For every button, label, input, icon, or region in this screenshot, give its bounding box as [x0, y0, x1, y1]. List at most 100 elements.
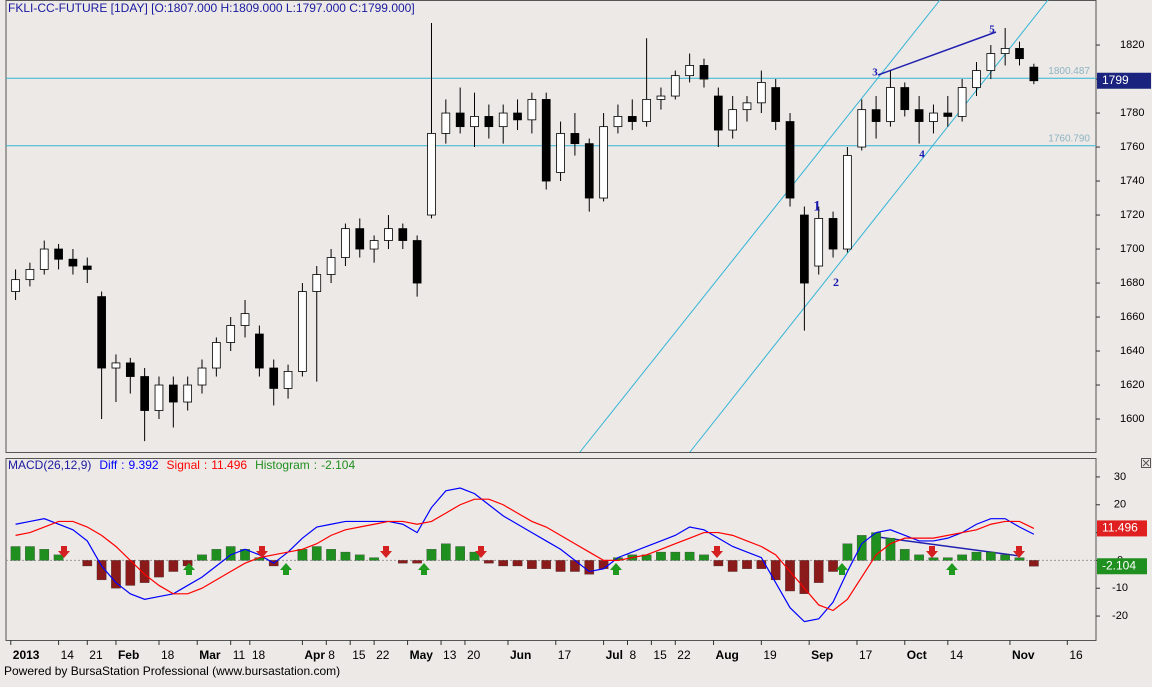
candle-body: [914, 109, 924, 122]
x-tick-label: Nov: [1012, 648, 1035, 662]
histogram-bar: [986, 551, 996, 561]
candle-body: [369, 240, 379, 250]
candle-body: [125, 362, 135, 377]
candle-body: [412, 240, 422, 284]
candle-body: [269, 367, 279, 389]
histogram-bar: [25, 546, 35, 561]
histogram-bar: [154, 560, 164, 578]
close-box[interactable]: [1141, 458, 1151, 468]
histogram-bar: [656, 551, 666, 561]
candle-body: [599, 126, 608, 199]
y-tick-label: 1740: [1120, 175, 1144, 187]
candle-body: [843, 155, 852, 250]
histogram-bar: [584, 560, 595, 575]
histogram-bar: [326, 549, 336, 561]
candle-body: [613, 116, 623, 128]
candle-body: [857, 109, 867, 148]
histogram-bar: [397, 560, 408, 564]
x-tick-label: 15: [653, 648, 667, 662]
y-tick-label: 1780: [1120, 107, 1144, 119]
chart-title: FKLI-CC-FUTURE [1DAY] [O:1807.000 H:1809…: [8, 1, 415, 15]
sell-arrow: [1013, 546, 1025, 558]
divergence-line: [877, 536, 1021, 557]
sell-arrow: [711, 546, 723, 558]
x-tick-label: May: [410, 648, 434, 662]
histogram-bar: [10, 546, 21, 561]
legend-value: 9.392: [129, 458, 159, 472]
buy-arrow: [183, 563, 195, 575]
last-price-box: [1097, 72, 1151, 89]
candle-body: [97, 296, 106, 369]
x-tick-label: 19: [763, 648, 777, 662]
histogram-bar: [1029, 560, 1039, 567]
candle-body: [455, 112, 465, 128]
candle-body: [11, 279, 20, 292]
candle-body: [785, 121, 795, 199]
candle-body: [498, 112, 508, 128]
candle-body: [470, 116, 479, 128]
candle-body: [627, 116, 637, 122]
histogram-bar: [197, 554, 207, 561]
histogram-bar: [598, 560, 609, 569]
sell-arrow: [58, 546, 70, 558]
histogram-bar: [541, 560, 552, 569]
x-tick-label: 21: [89, 648, 103, 662]
candle-body: [900, 87, 910, 111]
macd-line: [15, 487, 1035, 623]
histogram-bar: [139, 560, 150, 583]
buy-arrow: [836, 563, 848, 575]
histogram-bar: [684, 551, 695, 561]
histogram-bar: [699, 554, 709, 561]
value-box: [1097, 558, 1147, 575]
x-tick-label: 22: [677, 648, 691, 662]
legend-separator: :: [314, 458, 317, 472]
close-cross[interactable]: [1142, 459, 1150, 467]
y-tick-label: -10: [1112, 582, 1128, 594]
last-price-label: 1799: [1102, 73, 1129, 87]
candle-body: [283, 371, 293, 389]
channel-line: [689, 0, 1049, 453]
candle-body: [341, 228, 350, 258]
histogram-bar: [1014, 557, 1025, 561]
histogram-bar: [756, 560, 767, 569]
histogram-bar: [340, 551, 351, 561]
histogram-bar: [799, 560, 810, 594]
x-tick-label: 14: [61, 648, 75, 662]
candle-body: [355, 228, 365, 250]
legend-separator: :: [204, 458, 207, 472]
candle-body: [871, 109, 881, 122]
candle-body: [656, 95, 666, 100]
histogram-bar: [555, 560, 566, 572]
close-icon[interactable]: [1141, 458, 1151, 468]
candle-body: [556, 133, 565, 173]
candle-body: [398, 228, 408, 241]
price-plot: [6, 0, 1096, 453]
macd-plot: [6, 487, 1096, 623]
histogram-bar: [412, 560, 422, 564]
histogram-bar: [899, 549, 910, 561]
value-box-label: 11.496: [1102, 521, 1138, 535]
x-tick-label: Jun: [510, 648, 531, 662]
candle-body: [298, 291, 307, 372]
y-tick-label: 1600: [1120, 413, 1144, 425]
candle-body: [54, 248, 63, 260]
histogram-bar: [570, 560, 580, 572]
y-tick-label: 1820: [1120, 39, 1144, 51]
histogram-bar: [942, 557, 953, 561]
candle-body: [441, 112, 451, 134]
candle-body: [25, 269, 35, 281]
x-tick-label: 8: [629, 648, 636, 662]
candle-body: [728, 109, 738, 131]
histogram-bar: [957, 554, 967, 561]
macd-panel: [5, 458, 1097, 641]
y-tick-label: 20: [1114, 499, 1126, 511]
macd-header: MACD(26,12,9) Diff:9.392 Signal:11.496 Hist…: [8, 458, 355, 472]
histogram-bar: [828, 560, 838, 572]
histogram-bar: [527, 560, 537, 569]
footer: Powered by BursaStation Professional (ww…: [4, 664, 340, 678]
histogram-bar: [914, 554, 924, 561]
histogram-bar: [770, 560, 781, 581]
legend-name: Histogram: [255, 458, 310, 472]
